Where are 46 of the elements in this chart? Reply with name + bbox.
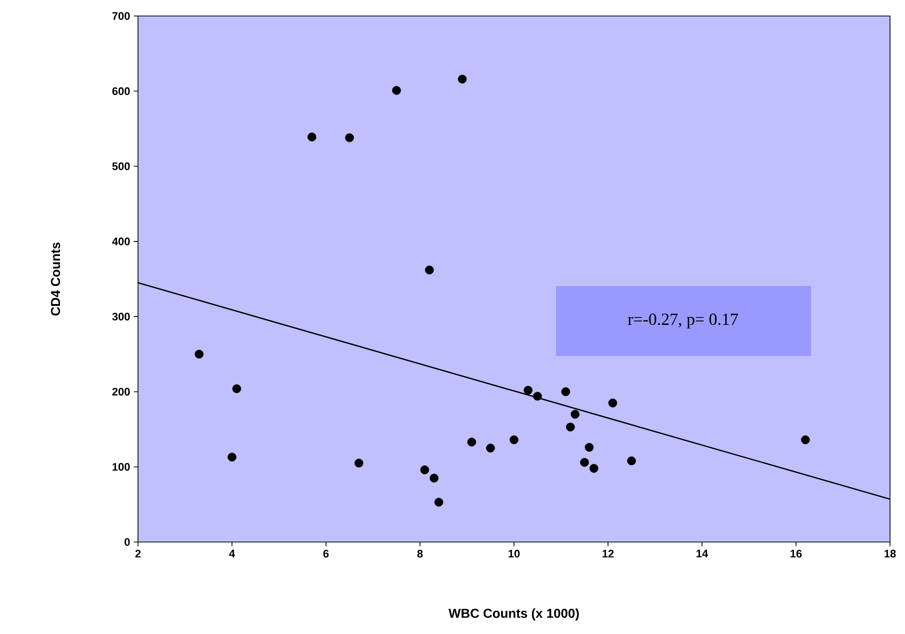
x-tick-label: 6 <box>323 550 329 558</box>
point <box>458 74 467 84</box>
point <box>590 464 598 473</box>
point <box>420 465 430 474</box>
point <box>425 266 434 274</box>
point <box>570 410 580 419</box>
y-axis-title: CD4 Counts <box>50 242 60 316</box>
y-tick-label: 700 <box>112 12 130 20</box>
point <box>434 498 444 507</box>
point <box>467 438 476 446</box>
y-tick-label: 400 <box>112 238 130 246</box>
y-tick-label: 300 <box>112 312 130 320</box>
x-tick-label: 12 <box>602 550 614 558</box>
y-tick-label: 0 <box>124 538 130 546</box>
x-tick-label: 8 <box>417 550 423 558</box>
point <box>627 456 636 466</box>
point <box>801 435 810 444</box>
x-tick-label: 16 <box>790 550 802 558</box>
y-tick-label: 200 <box>112 388 130 396</box>
point <box>608 398 618 408</box>
point <box>232 384 242 394</box>
point <box>524 386 533 395</box>
x-tick-label: 2 <box>135 550 141 558</box>
y-tick-label: 100 <box>112 462 130 471</box>
point <box>354 458 364 468</box>
point <box>228 452 236 462</box>
point <box>584 442 594 452</box>
annotation: r=-0.27, p= 0.17 <box>628 314 738 328</box>
point <box>486 444 495 452</box>
x-axis-title: WBC Counts (x 1000) <box>448 608 579 620</box>
x-tick-label: 10 <box>508 550 520 558</box>
point <box>561 387 570 396</box>
point <box>580 458 589 467</box>
y-tick-label: 500 <box>112 162 130 170</box>
point <box>430 474 439 483</box>
x-tick-label: 14 <box>696 550 708 558</box>
point <box>308 132 316 142</box>
x-tick-label: 4 <box>229 550 235 558</box>
x-tick-label: 18 <box>884 550 896 558</box>
point <box>194 350 204 359</box>
point <box>566 422 575 432</box>
point <box>345 133 354 142</box>
point <box>533 392 542 401</box>
y-tick-label: 600 <box>112 87 130 96</box>
point <box>510 435 518 444</box>
point <box>392 86 401 95</box>
